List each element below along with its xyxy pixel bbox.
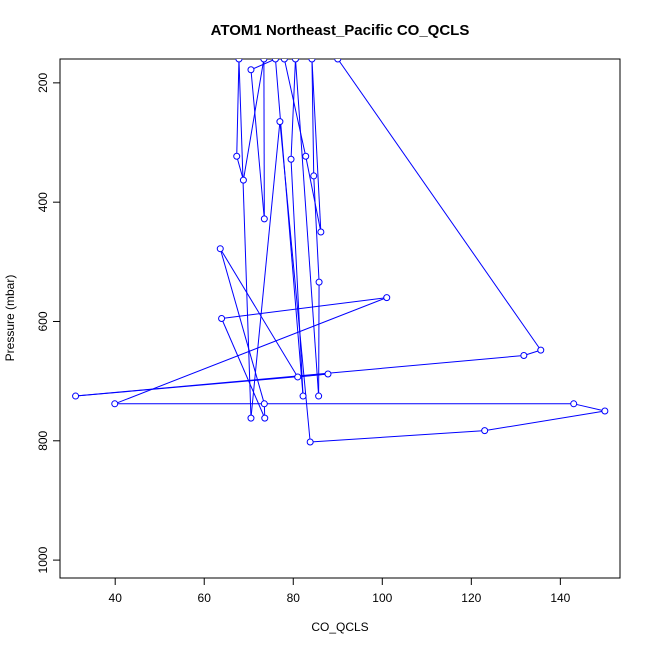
series-line-segment — [219, 248, 265, 404]
series-line-segment — [290, 159, 304, 397]
chart-title: ATOM1 Northeast_Pacific CO_QCLS — [211, 22, 470, 39]
data-point — [247, 414, 255, 422]
data-point — [520, 351, 528, 359]
series-line-segment — [573, 403, 605, 412]
series-line-segment — [310, 430, 485, 443]
series-line-segment — [311, 59, 322, 233]
y-tick-label: 1000 — [36, 546, 50, 573]
data-point — [383, 294, 391, 302]
data-point — [310, 172, 318, 180]
y-tick-label: 200 — [36, 73, 50, 93]
series-line-segment — [313, 175, 320, 283]
series-line-segment — [221, 297, 387, 319]
x-tick-label: 100 — [372, 591, 392, 605]
series-line-segment — [290, 59, 296, 160]
data-point — [308, 59, 316, 63]
series-line-segment — [236, 156, 244, 181]
x-tick-label: 40 — [109, 591, 123, 605]
data-point — [537, 346, 545, 354]
series-line-segment — [238, 59, 252, 419]
series-line-segment — [250, 69, 265, 219]
y-axis-label: Pressure (mbar) — [3, 275, 17, 362]
data-point — [111, 400, 119, 408]
data-point — [239, 176, 247, 184]
x-axis-label: CO_QCLS — [311, 620, 368, 634]
x-tick-label: 140 — [550, 591, 570, 605]
data-point — [317, 228, 325, 236]
data-point — [276, 118, 284, 126]
data-point — [216, 245, 224, 253]
data-point — [260, 400, 268, 408]
y-tick-label: 600 — [36, 311, 50, 331]
data-point — [324, 370, 332, 378]
data-point — [235, 59, 243, 63]
data-point — [294, 373, 302, 381]
series-line-segment — [250, 121, 281, 419]
data-point — [315, 392, 323, 400]
data-point — [280, 59, 288, 63]
data-point — [233, 152, 241, 160]
data-point — [261, 414, 269, 422]
data-point — [260, 59, 268, 63]
x-axis: 40 60 80 100 120 140 — [109, 578, 571, 605]
data-point — [287, 155, 295, 163]
series-line-segment — [337, 59, 542, 351]
series-line-segment — [250, 59, 276, 71]
series-line-segment — [114, 297, 387, 405]
data-point — [299, 392, 307, 400]
x-tick-label: 60 — [198, 591, 212, 605]
data-point — [291, 59, 299, 63]
series-line-segment — [311, 59, 315, 176]
data-point — [334, 59, 342, 63]
series-line-segment — [274, 59, 304, 397]
series-line-segment — [242, 59, 265, 181]
data-point — [481, 427, 489, 435]
data-point — [271, 59, 279, 63]
data-point — [315, 278, 323, 286]
data-point — [247, 66, 255, 74]
data-point — [72, 392, 80, 400]
y-axis: 200 400 600 800 1000 — [36, 73, 60, 573]
data-point — [570, 400, 578, 408]
series-line-segment — [75, 373, 329, 397]
series-line-segment — [305, 156, 322, 233]
data-point — [302, 152, 310, 160]
series-line-segment — [484, 410, 605, 432]
y-tick-label: 400 — [36, 192, 50, 212]
series-layer — [72, 59, 609, 446]
data-point — [218, 315, 226, 322]
data-point — [306, 438, 314, 446]
series-line-segment — [297, 373, 329, 378]
x-tick-label: 80 — [287, 591, 301, 605]
series-line-segment — [294, 59, 320, 397]
y-tick-label: 800 — [36, 430, 50, 450]
data-point — [601, 407, 609, 415]
x-tick-label: 120 — [461, 591, 481, 605]
series-line-segment — [219, 248, 299, 378]
data-point — [260, 215, 268, 223]
series-line-segment — [283, 59, 307, 157]
series-line-segment — [236, 59, 240, 157]
series-line-segment — [221, 318, 266, 419]
